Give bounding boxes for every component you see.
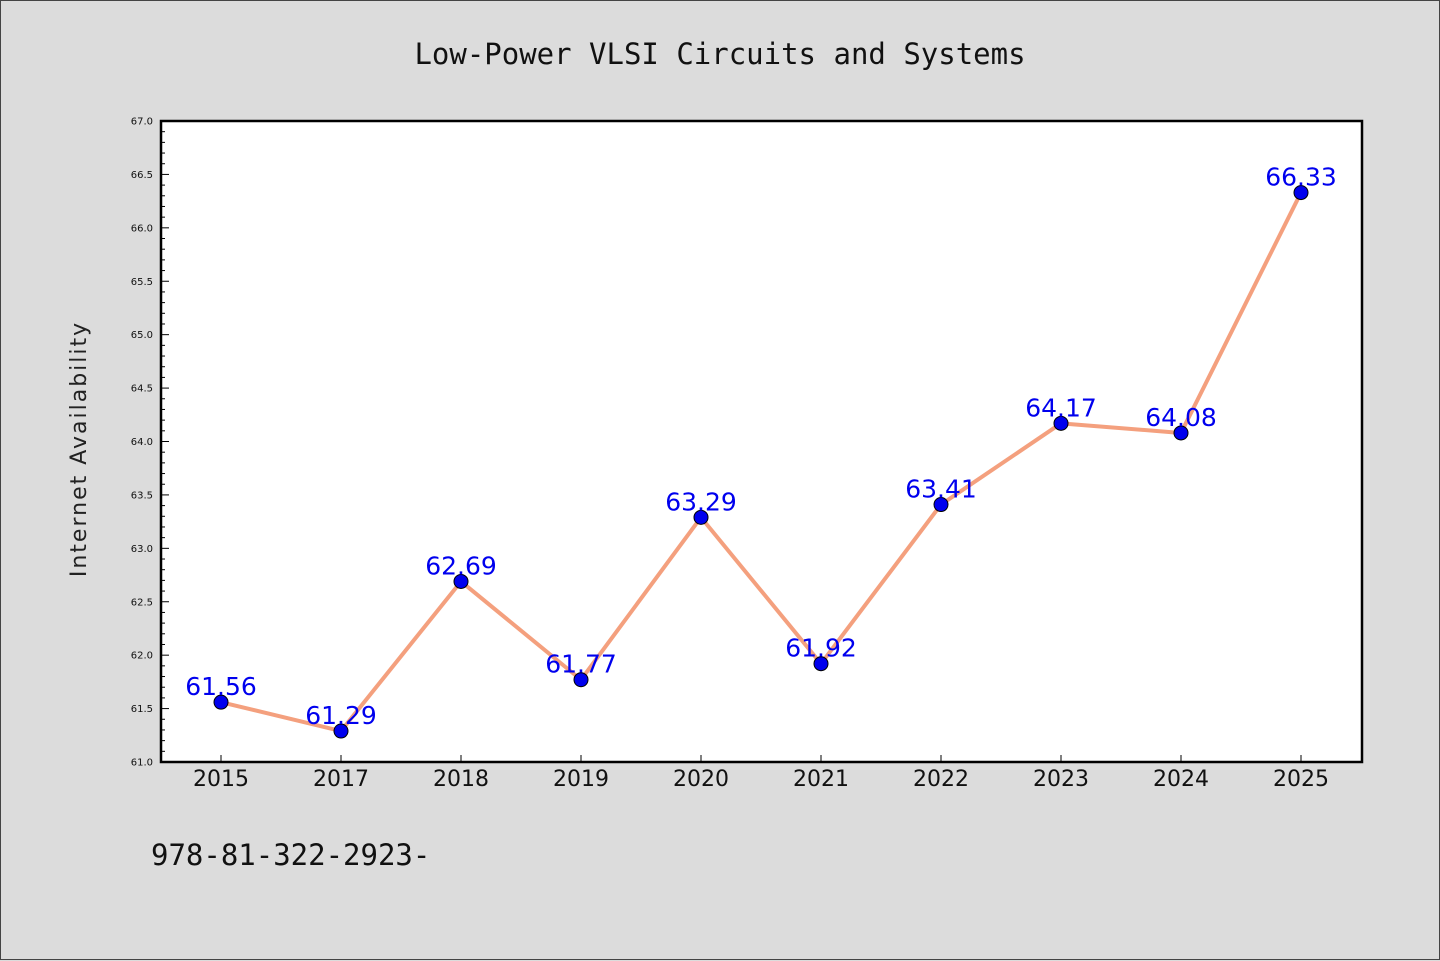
data-point bbox=[933, 497, 949, 513]
x-tick-label: 2022 bbox=[913, 767, 969, 792]
x-axis: 2015 2017 2018 2019 2020 2021 2022 2023 2024 2025 bbox=[193, 755, 1329, 792]
data-point bbox=[1053, 415, 1069, 431]
x-tick-label: 2024 bbox=[1153, 767, 1209, 792]
data-label: 62.69 bbox=[425, 551, 497, 580]
chart-title: Low-Power VLSI Circuits and Systems bbox=[414, 37, 1025, 71]
y-tick-label: 61.0 bbox=[131, 758, 153, 769]
data-point bbox=[693, 509, 709, 525]
data-labels: 61.56 61.29 62.69 61.77 63.29 61.92 63.41 64.17… bbox=[185, 163, 1337, 730]
x-tick-label: 2015 bbox=[193, 767, 249, 792]
data-point bbox=[1293, 185, 1309, 201]
y-tick-label: 67.0 bbox=[131, 117, 153, 128]
data-point bbox=[453, 573, 469, 589]
y-tick-label: 65.0 bbox=[131, 330, 153, 341]
y-axis-label: Internet Availability bbox=[67, 321, 92, 577]
x-tick-label: 2017 bbox=[313, 767, 369, 792]
footer-text: 978-81-322-2923- bbox=[151, 838, 430, 872]
x-tick-label: 2020 bbox=[673, 767, 729, 792]
y-tick-label: 66.5 bbox=[131, 170, 153, 181]
data-label: 63.41 bbox=[905, 475, 977, 504]
y-tick-label: 64.5 bbox=[131, 384, 153, 395]
y-tick-label: 62.5 bbox=[131, 597, 153, 608]
y-axis: 61.0 61.5 62.0 62.5 63.0 63.5 64.0 64.5 65.0 65.5… bbox=[131, 117, 169, 769]
data-point bbox=[333, 723, 349, 739]
y-tick-label: 63.0 bbox=[131, 544, 153, 555]
x-tick-label: 2021 bbox=[793, 767, 849, 792]
y-tick-label: 62.0 bbox=[131, 651, 153, 662]
data-label: 61.77 bbox=[545, 650, 617, 679]
data-label: 61.29 bbox=[305, 701, 377, 730]
x-tick-label: 2018 bbox=[433, 767, 489, 792]
y-tick-label: 66.0 bbox=[131, 223, 153, 234]
data-point bbox=[213, 694, 229, 710]
data-label: 64.17 bbox=[1025, 393, 1097, 422]
y-tick-label: 61.5 bbox=[131, 704, 153, 715]
y-tick-label: 63.5 bbox=[131, 490, 153, 501]
x-tick-label: 2019 bbox=[553, 767, 609, 792]
data-markers bbox=[213, 185, 1309, 739]
plot-area bbox=[159, 119, 1364, 764]
data-label: 66.33 bbox=[1265, 163, 1337, 192]
data-point bbox=[573, 672, 589, 688]
data-label: 61.56 bbox=[185, 672, 257, 701]
data-label: 64.08 bbox=[1145, 403, 1217, 432]
y-tick-label: 64.0 bbox=[131, 437, 153, 448]
x-tick-label: 2023 bbox=[1033, 767, 1089, 792]
data-label: 63.29 bbox=[665, 487, 737, 516]
series-line bbox=[220, 191, 1303, 734]
x-tick-label: 2025 bbox=[1273, 767, 1329, 792]
data-label: 61.92 bbox=[785, 634, 857, 663]
data-point bbox=[813, 656, 829, 672]
data-point bbox=[1173, 425, 1189, 441]
y-tick-label: 65.5 bbox=[131, 277, 153, 288]
